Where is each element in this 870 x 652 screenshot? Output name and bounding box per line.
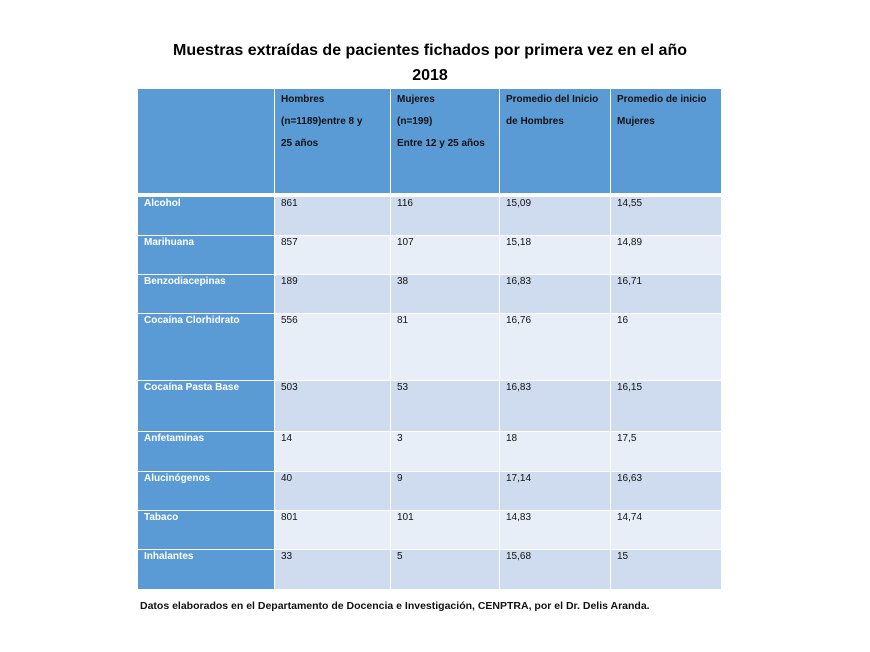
header-substance (138, 89, 274, 196)
title-line-2: 2018 (412, 67, 448, 84)
cell-hombres: 14 (274, 431, 390, 471)
cell-promedio-hombres: 18 (499, 431, 610, 471)
cell-promedio-mujeres: 14,55 (610, 196, 721, 235)
table-row: Anfetaminas 14 3 18 17,5 (138, 431, 721, 471)
cell-hombres: 556 (274, 313, 390, 380)
cell-promedio-hombres: 17,14 (499, 471, 610, 510)
cell-mujeres: 9 (390, 471, 499, 510)
page-title: Muestras extraídas de pacientes fichados… (140, 38, 720, 88)
cell-substance: Tabaco (138, 510, 274, 549)
cell-promedio-hombres: 16,76 (499, 313, 610, 380)
header-hombres: Hombres (n=1189)entre 8 y 25 años (274, 89, 390, 196)
cell-hombres: 801 (274, 510, 390, 549)
header-hombres-line: (n=1189)entre 8 y (281, 116, 363, 127)
cell-substance: Alucinógenos (138, 471, 274, 510)
table-row: Inhalantes 33 5 15,68 15 (138, 549, 721, 589)
cell-mujeres: 5 (390, 549, 499, 589)
cell-promedio-mujeres: 14,74 (610, 510, 721, 549)
source-footnote: Datos elaborados en el Departamento de D… (140, 600, 650, 612)
table-row: Cocaína Pasta Base 503 53 16,83 16,15 (138, 380, 721, 431)
table-row: Tabaco 801 101 14,83 14,74 (138, 510, 721, 549)
cell-hombres: 189 (274, 274, 390, 313)
header-promedio-hombres: Promedio del Inicio de Hombres (499, 89, 610, 196)
cell-substance: Marihuana (138, 235, 274, 274)
header-mujeres-line: (n=199) (397, 116, 433, 127)
header-mujeres: Mujeres (n=199) Entre 12 y 25 años (390, 89, 499, 196)
cell-promedio-hombres: 14,83 (499, 510, 610, 549)
table-row: Alucinógenos 40 9 17,14 16,63 (138, 471, 721, 510)
cell-promedio-mujeres: 14,89 (610, 235, 721, 274)
title-line-1: Muestras extraídas de pacientes fichados… (173, 42, 687, 59)
table-row: Benzodiacepinas 189 38 16,83 16,71 (138, 274, 721, 313)
cell-substance: Alcohol (138, 196, 274, 235)
cell-substance: Benzodiacepinas (138, 274, 274, 313)
cell-substance: Anfetaminas (138, 431, 274, 471)
cell-mujeres: 81 (390, 313, 499, 380)
cell-promedio-mujeres: 16,15 (610, 380, 721, 431)
cell-mujeres: 53 (390, 380, 499, 431)
header-hombres-line: Hombres (281, 94, 325, 105)
header-promedio-mujeres-line: Promedio de inicio (617, 94, 707, 105)
header-mujeres-line: Mujeres (397, 94, 435, 105)
cell-promedio-mujeres: 15 (610, 549, 721, 589)
table-row: Cocaína Clorhidrato 556 81 16,76 16 (138, 313, 721, 380)
header-promedio-hombres-line: de Hombres (506, 116, 564, 127)
cell-hombres: 33 (274, 549, 390, 589)
cell-promedio-mujeres: 17,5 (610, 431, 721, 471)
cell-mujeres: 3 (390, 431, 499, 471)
table-header-row: Hombres (n=1189)entre 8 y 25 años Mujere… (138, 89, 721, 196)
header-promedio-mujeres: Promedio de inicio Mujeres (610, 89, 721, 196)
cell-mujeres: 116 (390, 196, 499, 235)
header-mujeres-line: Entre 12 y 25 años (397, 138, 485, 149)
cell-mujeres: 107 (390, 235, 499, 274)
cell-promedio-mujeres: 16 (610, 313, 721, 380)
cell-promedio-hombres: 16,83 (499, 274, 610, 313)
cell-promedio-hombres: 15,09 (499, 196, 610, 235)
cell-hombres: 40 (274, 471, 390, 510)
cell-hombres: 857 (274, 235, 390, 274)
data-table: Hombres (n=1189)entre 8 y 25 años Mujere… (138, 89, 721, 589)
cell-promedio-hombres: 16,83 (499, 380, 610, 431)
header-promedio-hombres-line: Promedio del Inicio (506, 94, 599, 105)
cell-mujeres: 101 (390, 510, 499, 549)
table-row: Alcohol 861 116 15,09 14,55 (138, 196, 721, 235)
cell-promedio-hombres: 15,68 (499, 549, 610, 589)
table-row: Marihuana 857 107 15,18 14,89 (138, 235, 721, 274)
header-promedio-mujeres-line: Mujeres (617, 116, 655, 127)
cell-hombres: 861 (274, 196, 390, 235)
cell-hombres: 503 (274, 380, 390, 431)
cell-substance: Inhalantes (138, 549, 274, 589)
cell-substance: Cocaína Pasta Base (138, 380, 274, 431)
cell-promedio-mujeres: 16,71 (610, 274, 721, 313)
cell-promedio-hombres: 15,18 (499, 235, 610, 274)
cell-mujeres: 38 (390, 274, 499, 313)
cell-promedio-mujeres: 16,63 (610, 471, 721, 510)
cell-substance: Cocaína Clorhidrato (138, 313, 274, 380)
header-hombres-line: 25 años (281, 138, 319, 149)
